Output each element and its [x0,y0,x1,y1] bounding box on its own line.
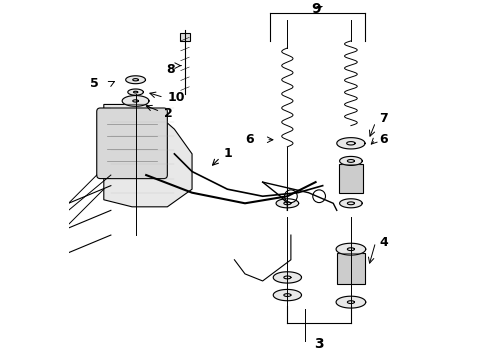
Polygon shape [122,95,149,106]
Polygon shape [340,199,362,208]
Polygon shape [337,138,365,149]
Text: 9: 9 [311,2,320,16]
Circle shape [285,190,297,203]
FancyBboxPatch shape [97,108,168,179]
Text: 10: 10 [168,91,185,104]
Polygon shape [273,289,301,301]
Text: 6: 6 [245,133,254,146]
Polygon shape [104,104,192,207]
Text: 5: 5 [90,77,98,90]
Polygon shape [340,156,362,166]
Text: 6: 6 [379,133,388,146]
Polygon shape [273,272,301,283]
Text: 2: 2 [164,107,172,120]
Bar [339,165,363,193]
Polygon shape [126,76,146,84]
Text: 1: 1 [224,147,233,160]
Text: 7: 7 [379,112,388,125]
Bar [180,33,190,41]
Polygon shape [276,199,299,208]
Text: 4: 4 [379,236,388,249]
Text: 3: 3 [314,337,324,351]
Text: 9: 9 [314,0,324,11]
Bar [337,253,365,284]
Polygon shape [336,296,366,308]
Circle shape [313,190,325,203]
Polygon shape [128,89,144,95]
Text: 8: 8 [166,63,174,76]
Polygon shape [336,243,366,255]
